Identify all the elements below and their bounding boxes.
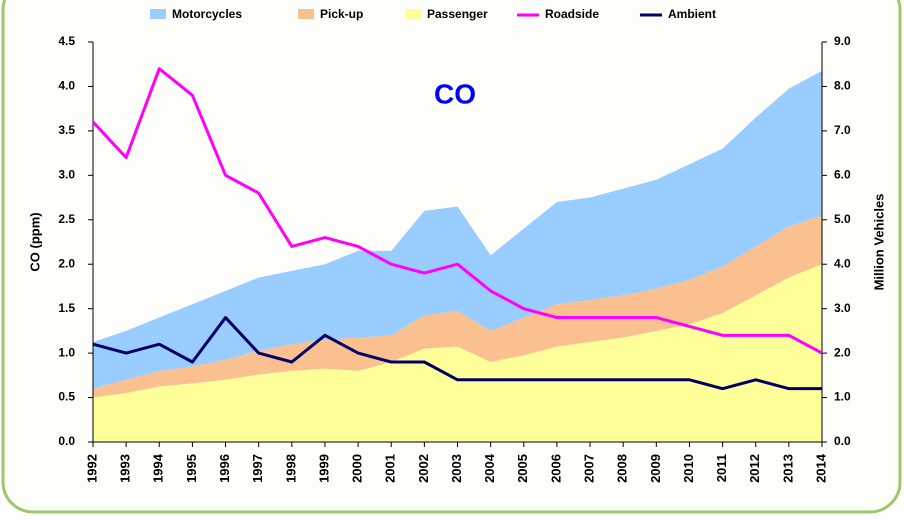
y2-tick-label: 8.0 — [834, 79, 851, 93]
x-tick-label: 2007 — [581, 454, 596, 483]
x-tick-label: 2013 — [780, 454, 795, 483]
y2-tick-label: 3.0 — [834, 301, 851, 315]
x-tick-label: 2005 — [515, 454, 530, 483]
y-tick-label: 3.0 — [58, 168, 75, 182]
y2-tick-label: 7.0 — [834, 123, 851, 137]
area — [93, 215, 822, 398]
x-tick-label: 2009 — [648, 454, 663, 483]
y-tick-label: 4.5 — [58, 34, 75, 48]
legend-label: Pick-up — [320, 7, 363, 21]
legend-swatch — [405, 9, 421, 19]
x-tick-label: 2011 — [714, 454, 729, 482]
x-tick-label: 2014 — [813, 453, 828, 483]
x-tick-label: 2012 — [747, 454, 762, 483]
x-tick-label: 1992 — [84, 454, 99, 483]
x-tick-label: 1999 — [316, 454, 331, 483]
x-tick-label: 2001 — [383, 454, 398, 483]
x-tick-label: 2006 — [548, 454, 563, 483]
x-tick-label: 1998 — [283, 454, 298, 483]
x-tick-label: 1994 — [151, 453, 166, 483]
y-tick-label: 1.5 — [58, 301, 75, 315]
x-tick-label: 2010 — [681, 454, 696, 483]
area — [93, 70, 822, 389]
legend-label: Ambient — [668, 7, 716, 21]
y-tick-label: 0.0 — [58, 434, 75, 448]
x-tick-label: 2008 — [615, 454, 630, 483]
y2-tick-label: 9.0 — [834, 34, 851, 48]
legend-swatch — [150, 9, 166, 19]
y-tick-label: 0.5 — [58, 390, 75, 404]
y-axis-label: CO (ppm) — [27, 212, 42, 271]
x-tick-label: 2000 — [350, 454, 365, 483]
area — [93, 264, 822, 442]
y2-tick-label: 0.0 — [834, 434, 851, 448]
y2-tick-label: 2.0 — [834, 345, 851, 359]
y-tick-label: 3.5 — [58, 123, 75, 137]
y-tick-label: 1.0 — [58, 345, 75, 359]
x-tick-label: 1995 — [184, 454, 199, 483]
line — [92, 316, 822, 391]
x-tick-label: 2004 — [482, 453, 497, 483]
y-tick-label: 4.0 — [58, 79, 75, 93]
legend-label: Roadside — [545, 7, 599, 21]
x-tick-label: 2003 — [449, 454, 464, 483]
y2-tick-label: 5.0 — [834, 212, 851, 226]
line — [91, 67, 823, 355]
legend-swatch — [298, 9, 314, 19]
chart-title: CO — [434, 78, 476, 109]
x-tick-label: 1993 — [118, 454, 133, 483]
y2-tick-label: 6.0 — [834, 168, 851, 182]
x-tick-label: 1996 — [217, 454, 232, 483]
legend-label: Passenger — [427, 7, 488, 21]
y2-tick-label: 4.0 — [834, 256, 851, 270]
legend-label: Motorcycles — [172, 7, 242, 21]
y2-tick-label: 1.0 — [834, 390, 851, 404]
x-tick-label: 1997 — [250, 454, 265, 483]
y2-axis-label: Million Vehicles — [871, 194, 886, 291]
y-tick-label: 2.0 — [58, 256, 75, 270]
y-tick-label: 2.5 — [58, 212, 75, 226]
x-tick-label: 2002 — [416, 454, 431, 483]
